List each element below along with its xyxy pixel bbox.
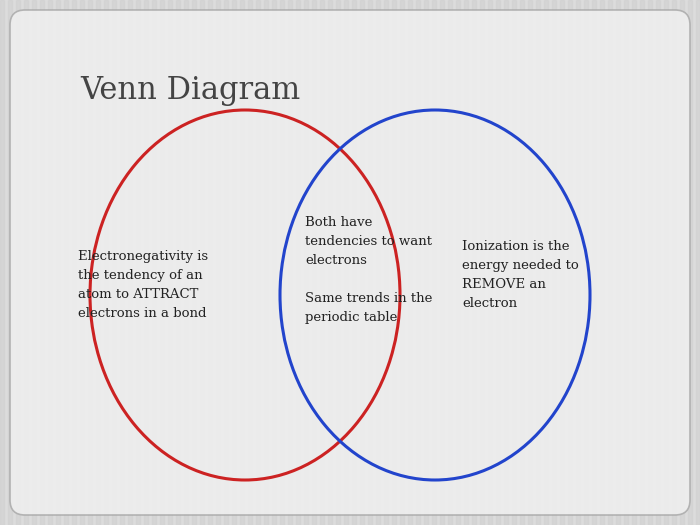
Bar bbox=[416, 0, 420, 525]
Bar bbox=[448, 0, 452, 525]
Bar bbox=[248, 0, 252, 525]
Bar bbox=[432, 0, 436, 525]
Bar bbox=[480, 0, 484, 525]
Bar bbox=[632, 0, 636, 525]
Bar bbox=[160, 0, 164, 525]
Bar bbox=[232, 0, 236, 525]
Bar bbox=[608, 0, 612, 525]
Bar bbox=[24, 0, 28, 525]
Bar bbox=[560, 0, 564, 525]
Bar bbox=[272, 0, 276, 525]
Bar bbox=[288, 0, 292, 525]
Bar bbox=[152, 0, 156, 525]
Bar bbox=[96, 0, 100, 525]
Bar bbox=[48, 0, 52, 525]
Bar bbox=[8, 0, 12, 525]
Bar bbox=[16, 0, 20, 525]
Bar bbox=[296, 0, 300, 525]
Bar bbox=[128, 0, 132, 525]
Bar bbox=[616, 0, 620, 525]
Bar bbox=[352, 0, 356, 525]
Bar bbox=[376, 0, 380, 525]
Bar bbox=[568, 0, 572, 525]
Bar bbox=[656, 0, 660, 525]
Bar bbox=[544, 0, 548, 525]
Bar bbox=[104, 0, 108, 525]
Bar bbox=[136, 0, 140, 525]
Bar bbox=[640, 0, 644, 525]
Bar bbox=[520, 0, 524, 525]
Bar bbox=[664, 0, 668, 525]
Bar bbox=[504, 0, 508, 525]
Bar bbox=[184, 0, 188, 525]
Bar bbox=[344, 0, 348, 525]
Bar bbox=[464, 0, 468, 525]
Bar bbox=[408, 0, 412, 525]
Bar bbox=[328, 0, 332, 525]
Bar bbox=[80, 0, 84, 525]
Bar bbox=[40, 0, 44, 525]
Bar bbox=[200, 0, 204, 525]
Bar bbox=[672, 0, 676, 525]
Bar bbox=[512, 0, 516, 525]
Text: Both have
tendencies to want
electrons

Same trends in the
periodic table: Both have tendencies to want electrons S… bbox=[305, 216, 433, 324]
Bar bbox=[192, 0, 196, 525]
Text: Electronegativity is
the tendency of an
atom to ATTRACT
electrons in a bond: Electronegativity is the tendency of an … bbox=[78, 250, 208, 320]
Bar bbox=[224, 0, 228, 525]
Bar bbox=[584, 0, 588, 525]
Bar bbox=[696, 0, 700, 525]
Bar bbox=[336, 0, 340, 525]
Bar bbox=[392, 0, 396, 525]
Bar bbox=[120, 0, 124, 525]
Bar bbox=[320, 0, 324, 525]
Bar bbox=[648, 0, 652, 525]
Bar bbox=[240, 0, 244, 525]
Bar bbox=[168, 0, 172, 525]
Bar bbox=[280, 0, 284, 525]
Text: Ionization is the
energy needed to
REMOVE an
electron: Ionization is the energy needed to REMOV… bbox=[462, 240, 579, 310]
Bar bbox=[488, 0, 492, 525]
Bar bbox=[384, 0, 388, 525]
Text: Venn Diagram: Venn Diagram bbox=[80, 75, 300, 106]
Bar bbox=[72, 0, 76, 525]
Bar bbox=[32, 0, 36, 525]
Bar bbox=[600, 0, 604, 525]
Bar bbox=[264, 0, 268, 525]
Bar bbox=[400, 0, 404, 525]
Bar bbox=[304, 0, 308, 525]
Bar bbox=[456, 0, 460, 525]
Bar bbox=[424, 0, 428, 525]
FancyBboxPatch shape bbox=[10, 10, 690, 515]
Bar bbox=[624, 0, 628, 525]
Bar bbox=[56, 0, 60, 525]
Bar bbox=[0, 0, 4, 525]
Bar bbox=[496, 0, 500, 525]
Bar bbox=[112, 0, 116, 525]
Bar bbox=[64, 0, 68, 525]
Bar bbox=[88, 0, 92, 525]
Bar bbox=[144, 0, 148, 525]
Bar bbox=[680, 0, 684, 525]
Bar bbox=[576, 0, 580, 525]
Bar bbox=[592, 0, 596, 525]
Bar bbox=[360, 0, 364, 525]
Bar bbox=[472, 0, 476, 525]
Bar bbox=[208, 0, 212, 525]
Bar bbox=[368, 0, 372, 525]
Bar bbox=[440, 0, 444, 525]
Bar bbox=[256, 0, 260, 525]
Bar bbox=[528, 0, 532, 525]
Bar bbox=[216, 0, 220, 525]
Bar bbox=[536, 0, 540, 525]
Bar bbox=[552, 0, 556, 525]
Bar bbox=[176, 0, 180, 525]
Bar bbox=[688, 0, 692, 525]
Bar bbox=[312, 0, 316, 525]
